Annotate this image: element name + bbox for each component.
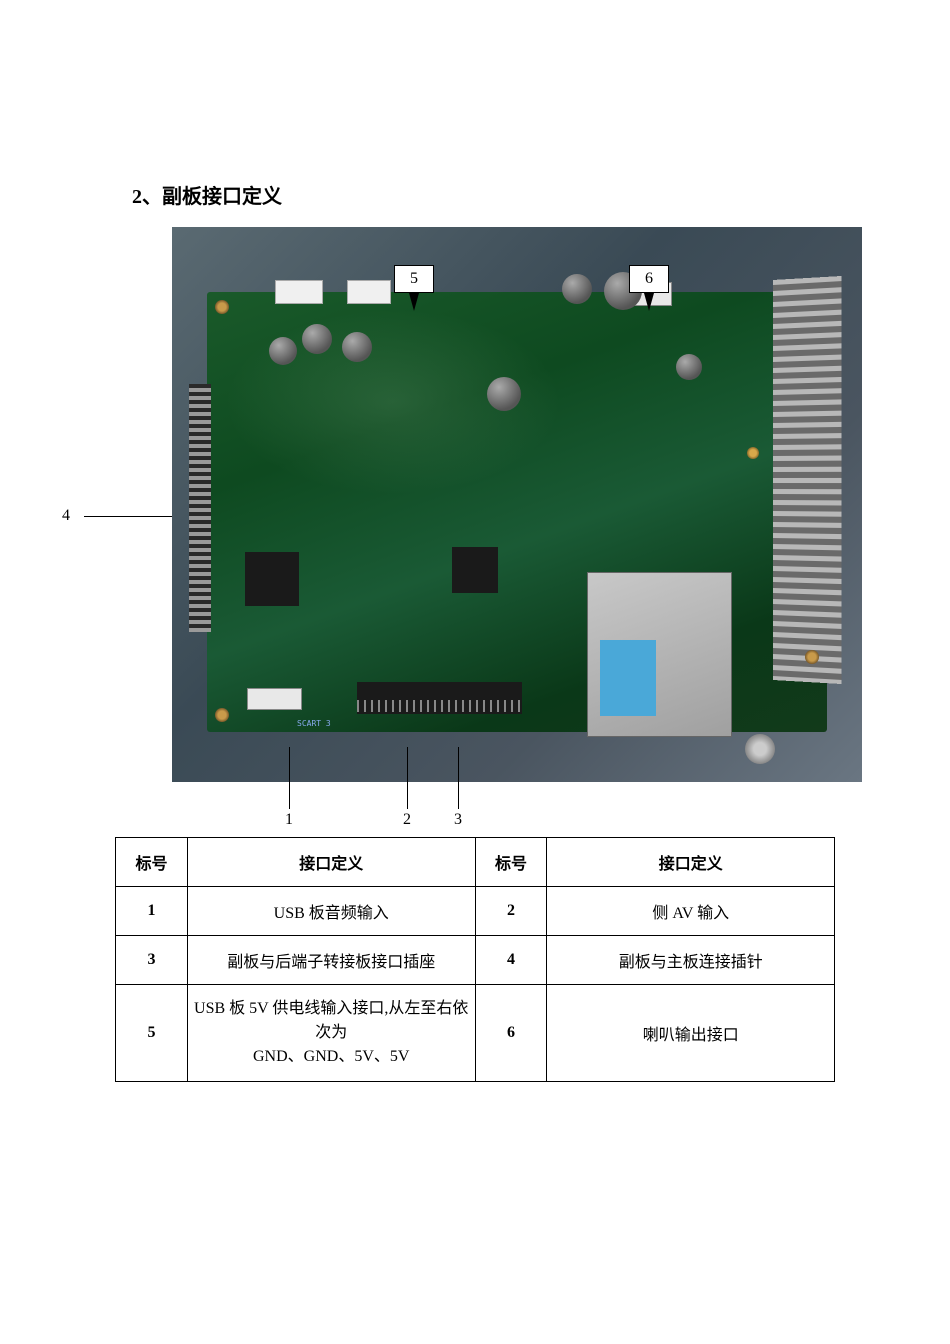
tuner-label-sticker [600,640,656,716]
table-header-row: 标号 接口定义 标号 接口定义 [116,838,835,887]
header-num-b: 标号 [475,838,547,887]
leader-line-3 [458,747,459,809]
tuner-module [587,572,732,737]
cell-num: 6 [475,985,547,1082]
table-row: 1 USB 板音频输入 2 侧 AV 输入 [116,887,835,936]
capacitor [269,337,297,365]
table-row: 3 副板与后端子转接板接口插座 4 副板与主板连接插针 [116,936,835,985]
heatsink [773,276,841,684]
callout-arrow-5 [409,293,419,311]
capacitor [302,324,332,354]
screw-bottom-left [215,708,229,722]
leader-line-1 [289,747,290,809]
capacitor [342,332,372,362]
callout-label-2: 2 [403,811,411,829]
cell-def: 副板与后端子转接板接口插座 [187,936,475,985]
cell-def: 喇叭输出接口 [547,985,835,1082]
pcb: SCART 3 [207,292,827,732]
callout-label-3: 3 [454,811,462,829]
interface-definitions-table: 标号 接口定义 标号 接口定义 1 USB 板音频输入 2 侧 AV 输入 3 … [115,837,835,1082]
capacitor [676,354,702,380]
cell-def: 侧 AV 输入 [547,887,835,936]
cell-def: USB 板音频输入 [187,887,475,936]
capacitor [562,274,592,304]
callout-arrow-6 [644,293,654,311]
capacitor [487,377,521,411]
header-def-b: 接口定义 [547,838,835,887]
ic-chip [452,547,498,593]
callout-label-4: 4 [62,507,70,525]
cell-num: 1 [116,887,188,936]
callout-label-1: 1 [285,811,293,829]
board-photo: SCART 3 [172,227,862,782]
header-num-a: 标号 [116,838,188,887]
scart-silkscreen: SCART 3 [297,719,331,728]
pin-header-left [189,384,211,632]
header-def-a: 接口定义 [187,838,475,887]
bottom-white-connector [247,688,302,710]
cell-num: 4 [475,936,547,985]
annotated-photo-figure: 4 [132,227,862,782]
tuner-rf-connector [745,734,775,764]
table-row: 5 USB 板 5V 供电线输入接口,从左至右依次为GND、GND、5V、5V … [116,985,835,1082]
leader-line-2 [407,747,408,809]
cell-num: 3 [116,936,188,985]
callout-box-6: 6 [629,265,669,293]
cell-num: 5 [116,985,188,1082]
screw-yellow-right [747,447,759,459]
cell-def: 副板与主板连接插针 [547,936,835,985]
ic-chip [245,552,299,606]
pcb-shading [207,292,827,732]
top-connector-1 [275,280,323,304]
bottom-black-connector [357,682,522,714]
cell-num: 2 [475,887,547,936]
callout-box-5: 5 [394,265,434,293]
board-photo-container: SCART 3 5 6 1 2 3 [132,227,862,782]
cell-def-multiline: USB 板 5V 供电线输入接口,从左至右依次为GND、GND、5V、5V [187,985,475,1082]
top-connector-2 [347,280,391,304]
section-title: 2、副板接口定义 [132,180,840,209]
